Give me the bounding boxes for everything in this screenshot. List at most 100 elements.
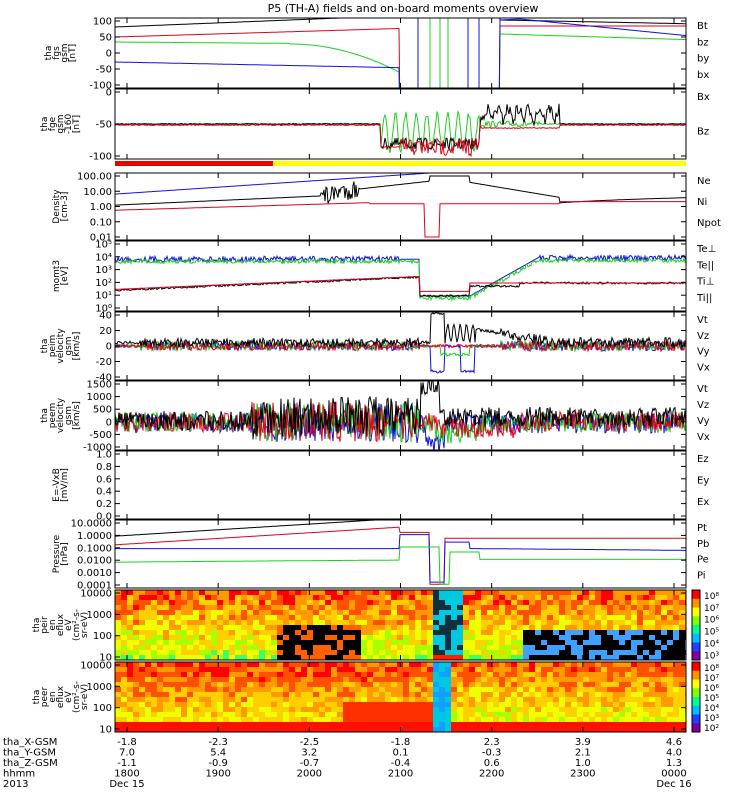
- ytick-label: 1.00: [90, 202, 112, 213]
- legend-entry: Pi: [697, 570, 706, 581]
- legend-entry: Ne: [697, 176, 711, 187]
- legend-entry: Bz: [697, 126, 709, 137]
- legend-entry: Npot: [697, 218, 721, 229]
- panel-ylabel: eflux: [56, 685, 66, 708]
- legend-entry: Te||: [696, 260, 714, 271]
- colorbar-swatch: [692, 633, 700, 643]
- xaxis-value: 4.0: [666, 748, 682, 759]
- ytick-label: 40: [99, 311, 112, 322]
- xaxis-value: -0.3: [482, 748, 502, 759]
- ytick-label: 0.4: [96, 487, 112, 498]
- ytick-label: 1000: [87, 610, 112, 621]
- panel-ylabel: velocity: [56, 328, 66, 364]
- panel-ylabel: peer: [40, 686, 50, 707]
- legend-entry: Pe: [697, 555, 709, 566]
- legend-entry: Ez: [697, 454, 709, 465]
- colorbar-swatch: [692, 705, 700, 715]
- ytick-label: 0.0001: [77, 581, 112, 592]
- ytick-label: 0.0: [96, 512, 112, 523]
- trace-te-perp: [115, 276, 686, 292]
- panel-ylabel: en: [48, 691, 58, 702]
- colorbar-swatch: [692, 662, 700, 672]
- trace-pb: [115, 526, 686, 585]
- xaxis-value: 2200: [479, 769, 504, 780]
- colorbar-label: 10²: [704, 724, 719, 734]
- colorbar-label: 10⁴: [704, 704, 719, 714]
- axis-labels: 100500-50-100thafgsgsm[nT]Btbzbybx0-50-1…: [3, 17, 721, 791]
- ytick-label: 100: [93, 703, 112, 714]
- panel-ylabel: (cm²-s-: [72, 609, 82, 641]
- ytick-label: 1000: [87, 392, 112, 403]
- xaxis-value: 1800: [114, 769, 139, 780]
- panel-ylabel: [km/s]: [72, 401, 82, 430]
- colorbar-swatch: [692, 607, 700, 617]
- panel-ylabel: eflux: [56, 613, 66, 636]
- xaxis-value: -0.7: [300, 758, 320, 769]
- ytick-label: -50: [96, 65, 112, 76]
- ytick-label: 100: [93, 631, 112, 642]
- panel-ylabel: [mV/m]: [60, 468, 70, 502]
- panel-ylabel: tha: [40, 339, 50, 354]
- colorbar-label: 10⁵: [704, 694, 719, 704]
- ytick-label: 10000: [80, 661, 112, 672]
- xaxis-value: Dec 16: [656, 779, 691, 790]
- ytick-label: -50: [96, 120, 112, 131]
- ytick-label: -20: [96, 357, 112, 368]
- status-bar-yellow: [273, 161, 686, 166]
- xaxis-value: 3.9: [575, 737, 591, 748]
- panel-ylabel: velocity: [56, 397, 66, 433]
- ytick-label: 1000: [87, 682, 112, 693]
- legend-entry: Ey: [697, 475, 709, 486]
- panel-ylabel: tha: [32, 618, 42, 633]
- colorbar-swatch: [692, 670, 700, 680]
- panel-ylabel: sr-eV): [80, 684, 90, 710]
- heatmap-peer: [115, 662, 686, 732]
- colorbar-label: 10⁸: [704, 592, 719, 602]
- ytick-label: -100: [89, 152, 112, 163]
- colorbar-label: 10⁶: [704, 616, 719, 626]
- trace-bz-fge: [115, 123, 686, 158]
- colorbar-label: 10⁵: [704, 628, 719, 638]
- xaxis-value: -2.5: [300, 737, 320, 748]
- panel-ylabel: (cm²-s-: [72, 681, 82, 713]
- panel-ylabel: [nT]: [68, 44, 78, 62]
- panel-frames: [114, 17, 701, 733]
- xaxis-value: -0.9: [208, 758, 228, 769]
- ytick-label: 0.0100: [77, 556, 112, 567]
- colorbar-swatch: [692, 642, 700, 652]
- heatmap-peir: [115, 590, 686, 660]
- xaxis-value: 4.6: [666, 737, 682, 748]
- xaxis-value: Dec 15: [109, 779, 144, 790]
- xaxis-value: 0.1: [393, 748, 409, 759]
- panel-ylabel: peim: [48, 335, 58, 358]
- ytick-label: 0: [106, 88, 112, 99]
- ytick-label: 10: [99, 653, 112, 664]
- colorbar-swatch: [692, 723, 700, 733]
- panel-ylabel: gsm: [60, 43, 70, 62]
- ytick-label: 20: [99, 326, 112, 337]
- xaxis-value: -2.3: [208, 737, 228, 748]
- legend-entry: bx: [697, 70, 709, 81]
- trace-bx: [115, 18, 686, 88]
- xaxis-value: 2300: [570, 769, 595, 780]
- legend-entry: Ti⊥: [696, 277, 714, 288]
- ytick-label: 0.8: [96, 462, 112, 473]
- ytick-label: -100: [89, 81, 112, 92]
- ytick-label: -40: [96, 373, 112, 384]
- ytick-label: 10: [99, 725, 112, 736]
- xaxis-value: 2000: [297, 769, 322, 780]
- ytick-label: 10²: [95, 278, 112, 289]
- legend-entry: Vz: [697, 331, 709, 342]
- legend-entry: Pb: [697, 539, 709, 550]
- xaxis-row-label: 2013: [3, 779, 28, 790]
- xaxis-value: 7.0: [119, 748, 135, 759]
- xaxis-value: -1.8: [117, 737, 137, 748]
- trace-te-par: [115, 275, 686, 298]
- data-traces: [115, 18, 686, 732]
- panel-ylabel: [km/s]: [72, 332, 82, 361]
- ytick-label: 0: [106, 342, 112, 353]
- panel-ylabel: momt3: [52, 260, 62, 292]
- trace-ni: [115, 175, 686, 206]
- colorbar-label: 10³: [704, 714, 719, 724]
- panel-ylabel: Density: [52, 189, 62, 224]
